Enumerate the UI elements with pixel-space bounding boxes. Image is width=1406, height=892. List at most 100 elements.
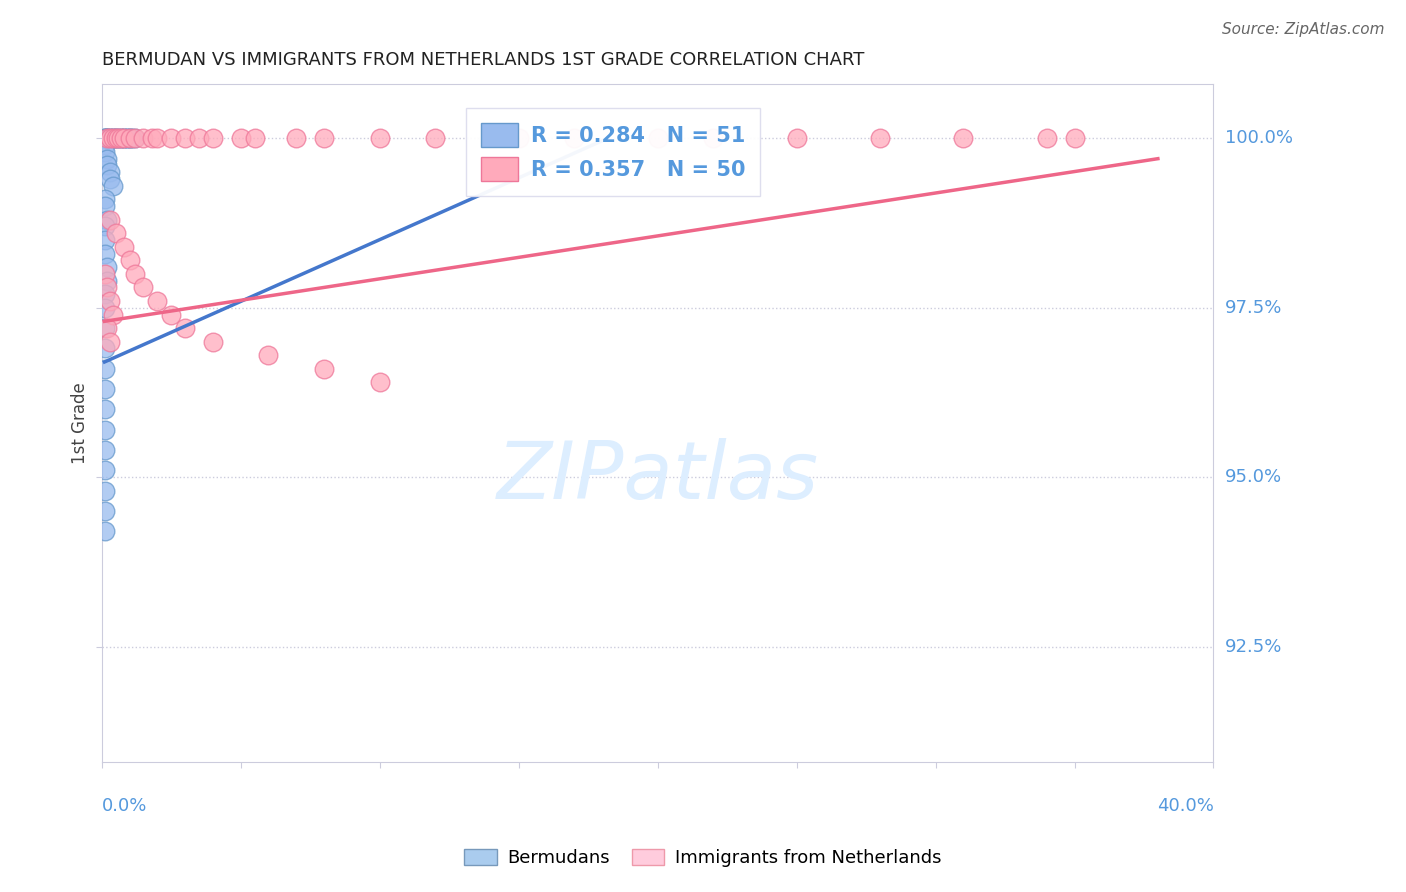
Point [93,233,115,247]
Point [93,382,115,396]
Point [98,165,121,179]
Point [104,131,127,145]
Point [98,131,121,145]
Point [96,131,118,145]
Point [93,131,115,145]
Text: 97.5%: 97.5% [1225,299,1282,317]
Text: 95.0%: 95.0% [1225,468,1282,486]
Point [101,308,124,322]
Point [98,334,121,349]
Point [93,138,115,153]
Point [96,280,118,294]
Point [101,131,124,145]
Point [115,131,138,145]
Point [96,274,118,288]
Point [425,131,447,145]
Point [112,240,135,254]
Point [96,131,118,145]
Point [121,131,143,145]
Text: 100.0%: 100.0% [1225,129,1292,147]
Point [243,131,266,145]
Point [132,131,155,145]
Point [1063,131,1085,145]
Point [107,131,129,145]
Point [93,483,115,498]
Point [98,172,121,186]
Point [110,131,132,145]
Point [93,361,115,376]
Point [96,158,118,172]
Text: ZIPatlas: ZIPatlas [496,438,818,516]
Point [93,287,115,301]
Point [98,212,121,227]
Point [132,280,155,294]
Point [93,321,115,335]
Point [702,131,724,145]
Point [104,131,127,145]
Point [1035,131,1057,145]
Legend: Bermudans, Immigrants from Netherlands: Bermudans, Immigrants from Netherlands [457,841,949,874]
Text: 40.0%: 40.0% [1157,797,1213,814]
Point [93,504,115,518]
Point [93,423,115,437]
Point [93,219,115,234]
Point [98,131,121,145]
Point [786,131,808,145]
Point [174,321,197,335]
Point [124,131,146,145]
Point [141,131,163,145]
Point [146,293,169,308]
Point [112,131,135,145]
Point [118,253,141,268]
Point [146,131,169,145]
Point [96,212,118,227]
Point [118,131,141,145]
Point [93,524,115,539]
Point [101,131,124,145]
Point [96,131,118,145]
Point [952,131,974,145]
Text: 92.5%: 92.5% [1225,638,1282,656]
Legend: R = 0.284   N = 51, R = 0.357   N = 50: R = 0.284 N = 51, R = 0.357 N = 50 [467,108,761,196]
Point [201,334,224,349]
Text: BERMUDAN VS IMMIGRANTS FROM NETHERLANDS 1ST GRADE CORRELATION CHART: BERMUDAN VS IMMIGRANTS FROM NETHERLANDS … [101,51,865,69]
Point [115,131,138,145]
Point [229,131,252,145]
Point [124,131,146,145]
Point [93,192,115,206]
Point [124,267,146,281]
Text: Source: ZipAtlas.com: Source: ZipAtlas.com [1222,22,1385,37]
Point [285,131,308,145]
Point [368,131,391,145]
Point [96,152,118,166]
Point [101,178,124,193]
Point [93,402,115,417]
Point [257,348,280,362]
Point [96,260,118,274]
Text: 0.0%: 0.0% [101,797,148,814]
Point [174,131,197,145]
Point [314,131,336,145]
Point [93,199,115,213]
Point [201,131,224,145]
Point [93,301,115,315]
Point [869,131,891,145]
Point [93,131,115,145]
Point [93,342,115,356]
Point [96,131,118,145]
Point [368,376,391,390]
Y-axis label: 1st Grade: 1st Grade [72,382,89,464]
Point [314,361,336,376]
Point [562,131,585,145]
Point [93,246,115,260]
Point [101,131,124,145]
Point [112,131,135,145]
Point [508,131,530,145]
Point [107,131,129,145]
Point [104,226,127,240]
Point [98,131,121,145]
Point [647,131,669,145]
Point [188,131,211,145]
Point [98,293,121,308]
Point [112,131,135,145]
